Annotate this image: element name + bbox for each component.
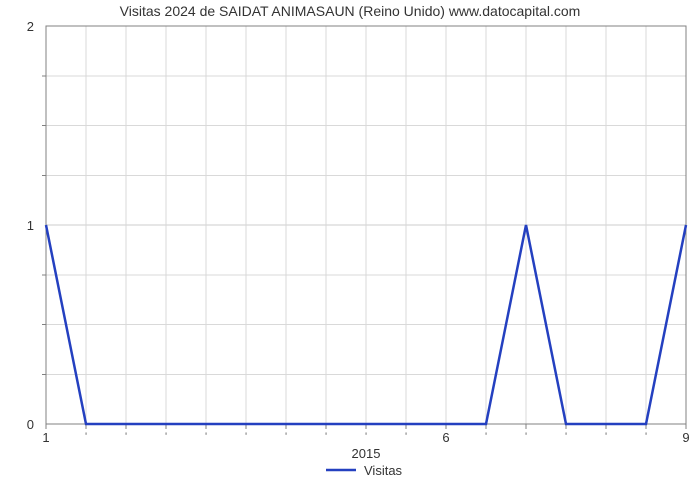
x-tick-label: 1 bbox=[42, 430, 49, 445]
x-minor-label: ' bbox=[645, 431, 647, 443]
x-minor-label: ' bbox=[405, 431, 407, 443]
x-minor-label: ' bbox=[245, 431, 247, 443]
x-minor-label: ' bbox=[365, 431, 367, 443]
legend-label: Visitas bbox=[364, 463, 403, 478]
x-minor-label: ' bbox=[85, 431, 87, 443]
y-tick-label: 1 bbox=[27, 218, 34, 233]
x-minor-label: ' bbox=[565, 431, 567, 443]
x-minor-label: ' bbox=[325, 431, 327, 443]
x-minor-label: ' bbox=[165, 431, 167, 443]
x-minor-label: ' bbox=[485, 431, 487, 443]
chart-title: Visitas 2024 de SAIDAT ANIMASAUN (Reino … bbox=[120, 3, 581, 19]
x-minor-label: ' bbox=[125, 431, 127, 443]
x-axis-title: 2015 bbox=[352, 446, 381, 461]
x-minor-label: ' bbox=[205, 431, 207, 443]
x-tick-label: 9 bbox=[682, 430, 689, 445]
x-minor-label: ' bbox=[525, 431, 527, 443]
x-minor-label: ' bbox=[285, 431, 287, 443]
visits-line-chart: Visitas 2024 de SAIDAT ANIMASAUN (Reino … bbox=[0, 0, 700, 500]
y-tick-label: 0 bbox=[27, 417, 34, 432]
y-tick-label: 2 bbox=[27, 19, 34, 34]
x-minor-label: ' bbox=[605, 431, 607, 443]
x-tick-label: 6 bbox=[442, 430, 449, 445]
